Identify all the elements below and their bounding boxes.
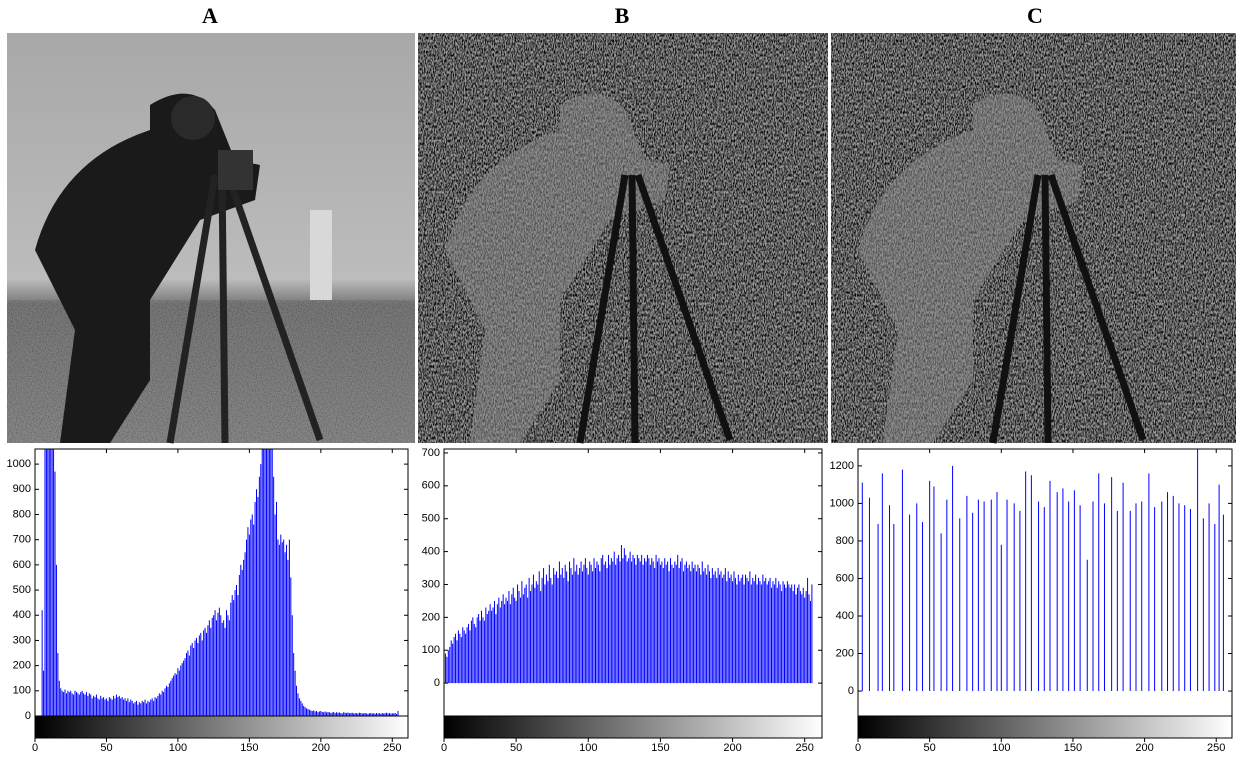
y-tick-label: 400: [422, 545, 440, 557]
panel-title: C: [1027, 3, 1043, 28]
plot-background: [858, 449, 1232, 716]
y-tick-label: 600: [422, 480, 440, 492]
y-tick-label: 100: [422, 644, 440, 656]
y-tick-label: 100: [13, 685, 31, 697]
y-tick-label: 200: [13, 660, 31, 672]
panel-title: A: [202, 3, 218, 28]
y-tick-label: 300: [13, 634, 31, 646]
colorbar: [443, 715, 823, 739]
x-tick-label: 50: [100, 742, 112, 754]
x-tick-label: 250: [796, 742, 814, 754]
x-tick-label: 100: [992, 742, 1010, 754]
x-tick-label: 250: [383, 742, 401, 754]
x-tick-label: 50: [924, 742, 936, 754]
y-tick-label: 600: [13, 559, 31, 571]
y-tick-label: 800: [13, 508, 31, 520]
y-tick-label: 400: [836, 610, 854, 622]
y-tick-label: 1200: [830, 460, 854, 472]
photo-a: [7, 33, 415, 444]
x-tick-label: 50: [510, 742, 522, 754]
y-tick-label: 900: [13, 483, 31, 495]
y-tick-label: 0: [434, 677, 440, 689]
y-tick-label: 1000: [830, 497, 854, 509]
plot-background: [35, 449, 408, 716]
x-tick-label: 0: [32, 742, 38, 754]
x-tick-label: 100: [579, 742, 597, 754]
y-tick-label: 1000: [7, 458, 31, 470]
y-tick-label: 500: [13, 584, 31, 596]
x-tick-label: 150: [1064, 742, 1082, 754]
y-tick-label: 700: [422, 447, 440, 459]
x-tick-label: 200: [723, 742, 741, 754]
colorbar: [857, 715, 1233, 739]
bars: [861, 449, 1224, 692]
x-tick-label: 150: [651, 742, 669, 754]
colorbar: [34, 715, 409, 739]
photo-b: [418, 33, 828, 444]
panel-title: B: [615, 3, 630, 28]
y-tick-label: 600: [836, 572, 854, 584]
y-tick-label: 800: [836, 535, 854, 547]
x-tick-label: 200: [1135, 742, 1153, 754]
x-tick-label: 100: [169, 742, 187, 754]
y-tick-label: 0: [25, 710, 31, 722]
bars: [41, 449, 399, 716]
x-tick-label: 0: [855, 742, 861, 754]
y-tick-label: 300: [422, 578, 440, 590]
y-tick-label: 400: [13, 609, 31, 621]
x-tick-label: 150: [240, 742, 258, 754]
x-tick-label: 200: [312, 742, 330, 754]
y-tick-label: 200: [422, 611, 440, 623]
y-tick-label: 0: [848, 685, 854, 697]
x-tick-label: 250: [1207, 742, 1225, 754]
y-tick-label: 200: [836, 647, 854, 659]
photo-c: [831, 33, 1236, 444]
y-tick-label: 500: [422, 513, 440, 525]
x-tick-label: 0: [441, 742, 447, 754]
bars: [444, 545, 813, 684]
y-tick-label: 700: [13, 534, 31, 546]
